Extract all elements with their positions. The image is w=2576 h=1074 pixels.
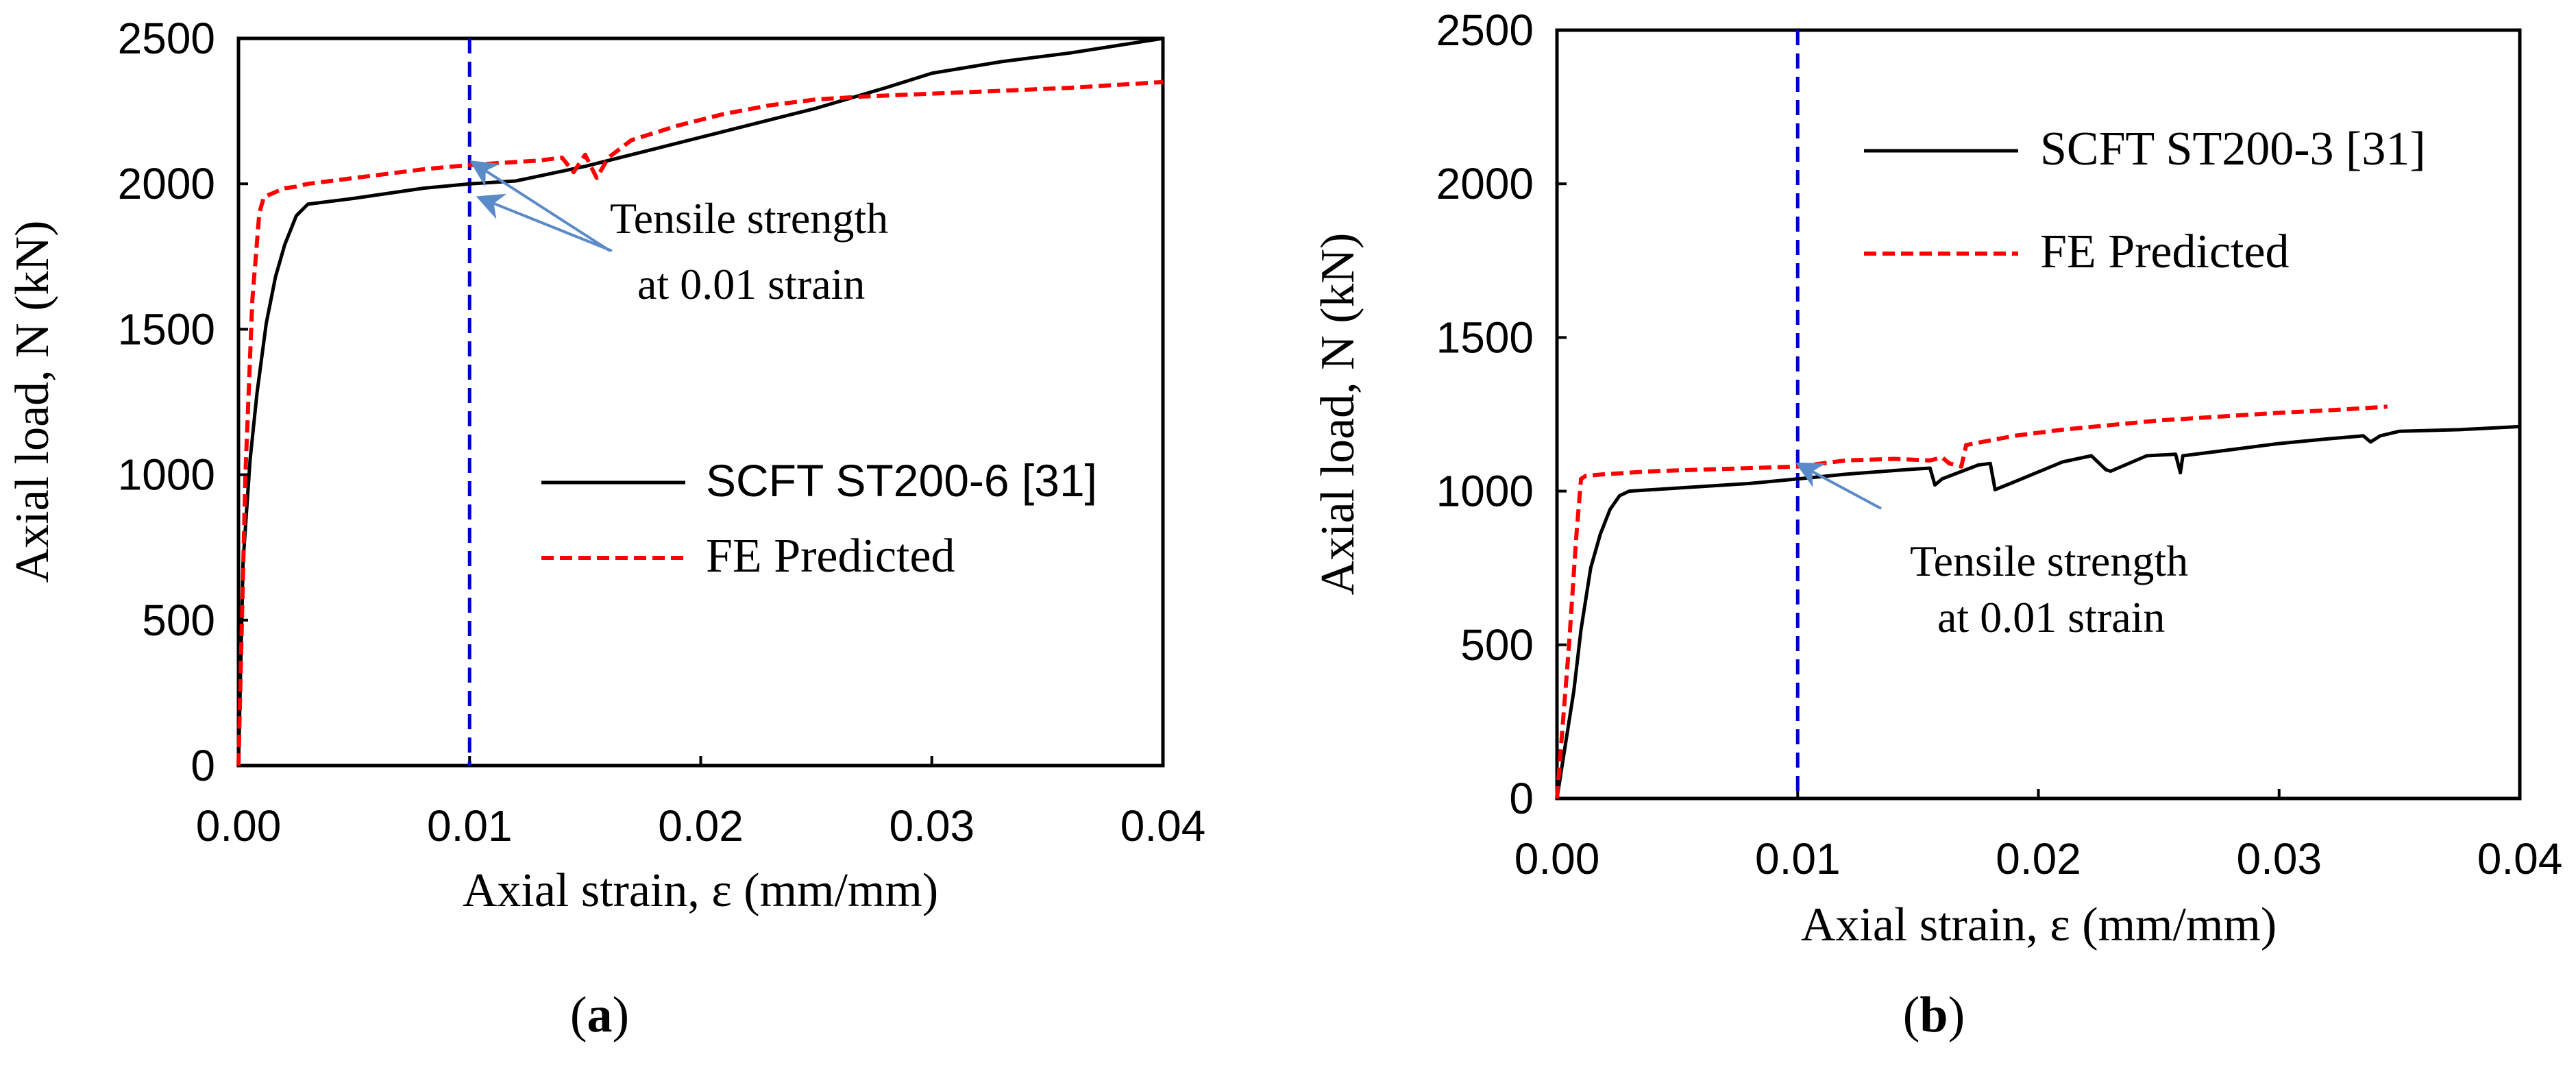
x-tick-label: 0.04 — [2477, 834, 2563, 883]
panel-label-open: ( — [1903, 987, 1920, 1043]
legend-label: FE Predicted — [706, 530, 955, 583]
x-tick-label: 0.01 — [427, 801, 513, 851]
annotation-arrow — [1795, 462, 1882, 510]
y-tick-label: 2000 — [118, 159, 215, 208]
panel-label: (a) — [570, 987, 629, 1043]
y-tick-label: 2000 — [1436, 159, 1534, 208]
y-tick-label: 2500 — [118, 14, 215, 63]
y-tick-label: 500 — [142, 596, 215, 645]
y-tick-label: 1000 — [1436, 467, 1534, 516]
annotation-line-2: at 0.01 strain — [637, 260, 865, 308]
x-tick-label: 0.03 — [2236, 834, 2322, 883]
annotation-line-1: Tensile strength — [610, 194, 888, 243]
annotation-arrow — [469, 160, 611, 252]
annotation-arrow — [476, 193, 613, 252]
panel-label-close: ) — [613, 987, 630, 1043]
x-tick-label: 0.01 — [1755, 834, 1841, 883]
y-tick-label: 1500 — [1436, 313, 1534, 362]
x-tick-label: 0.03 — [889, 801, 974, 851]
legend: SCFT ST200-3 [31] FE Predicted — [1864, 123, 2426, 278]
panel-label-close: ) — [1948, 987, 1965, 1043]
y-axis-label: Axial load, N (kN) — [1312, 233, 1364, 596]
panel-label-letter: b — [1919, 987, 1948, 1043]
x-tick-label: 0.00 — [196, 801, 282, 851]
y-tick-label: 0 — [1509, 774, 1534, 823]
annotation-line-2: at 0.01 strain — [1937, 593, 2165, 642]
panel-label: (b) — [1903, 987, 1965, 1043]
x-tick-label: 0.04 — [1120, 801, 1206, 851]
x-axis-label: Axial strain, ε (mm/mm) — [1801, 899, 2277, 951]
series-line-experimental — [1555, 424, 2520, 799]
y-tick-label: 1500 — [118, 304, 215, 354]
chart-panel-b: 0 500 1000 1500 2000 2500 0.00 0.01 0.02 0.03 0.04… — [1312, 5, 2562, 1043]
legend: SCFT ST200-6 [31] FE Predicted — [541, 455, 1097, 583]
annotation-line-1: Tensile strength — [1910, 537, 2188, 585]
x-tick-label: 0.00 — [1514, 834, 1600, 883]
annotation-tensile-strength: Tensile strength at 0.01 strain — [1795, 462, 2188, 642]
y-tick-label: 1000 — [118, 450, 215, 500]
annotation-tensile-strength: Tensile strength at 0.01 strain — [469, 160, 888, 308]
x-axis-label: Axial strain, ε (mm/mm) — [463, 864, 938, 917]
series-line-fe-predicted — [236, 80, 1164, 766]
legend-label: FE Predicted — [2040, 225, 2290, 278]
y-tick-label: 500 — [1460, 620, 1534, 670]
legend-label: SCFT ST200-3 [31] — [2040, 123, 2426, 175]
y-tick-label: 0 — [191, 741, 215, 790]
panel-label-open: ( — [570, 987, 587, 1043]
x-tick-label: 0.02 — [1996, 834, 2081, 883]
y-tick-label: 2500 — [1436, 5, 1534, 55]
series-line-fe-predicted — [1555, 404, 2388, 799]
y-axis-label: Axial load, N (kN) — [6, 221, 59, 583]
plot-frame — [236, 36, 1165, 768]
chart-panel-a: 0 500 1000 1500 2000 2500 0.00 0.01 0.02 0.03 0.04… — [6, 14, 1205, 1043]
x-tick-label: 0.02 — [658, 801, 744, 851]
legend-label: SCFT ST200-6 [31] — [706, 455, 1097, 506]
panel-label-letter: a — [587, 987, 613, 1043]
series-line-experimental — [236, 36, 1164, 766]
